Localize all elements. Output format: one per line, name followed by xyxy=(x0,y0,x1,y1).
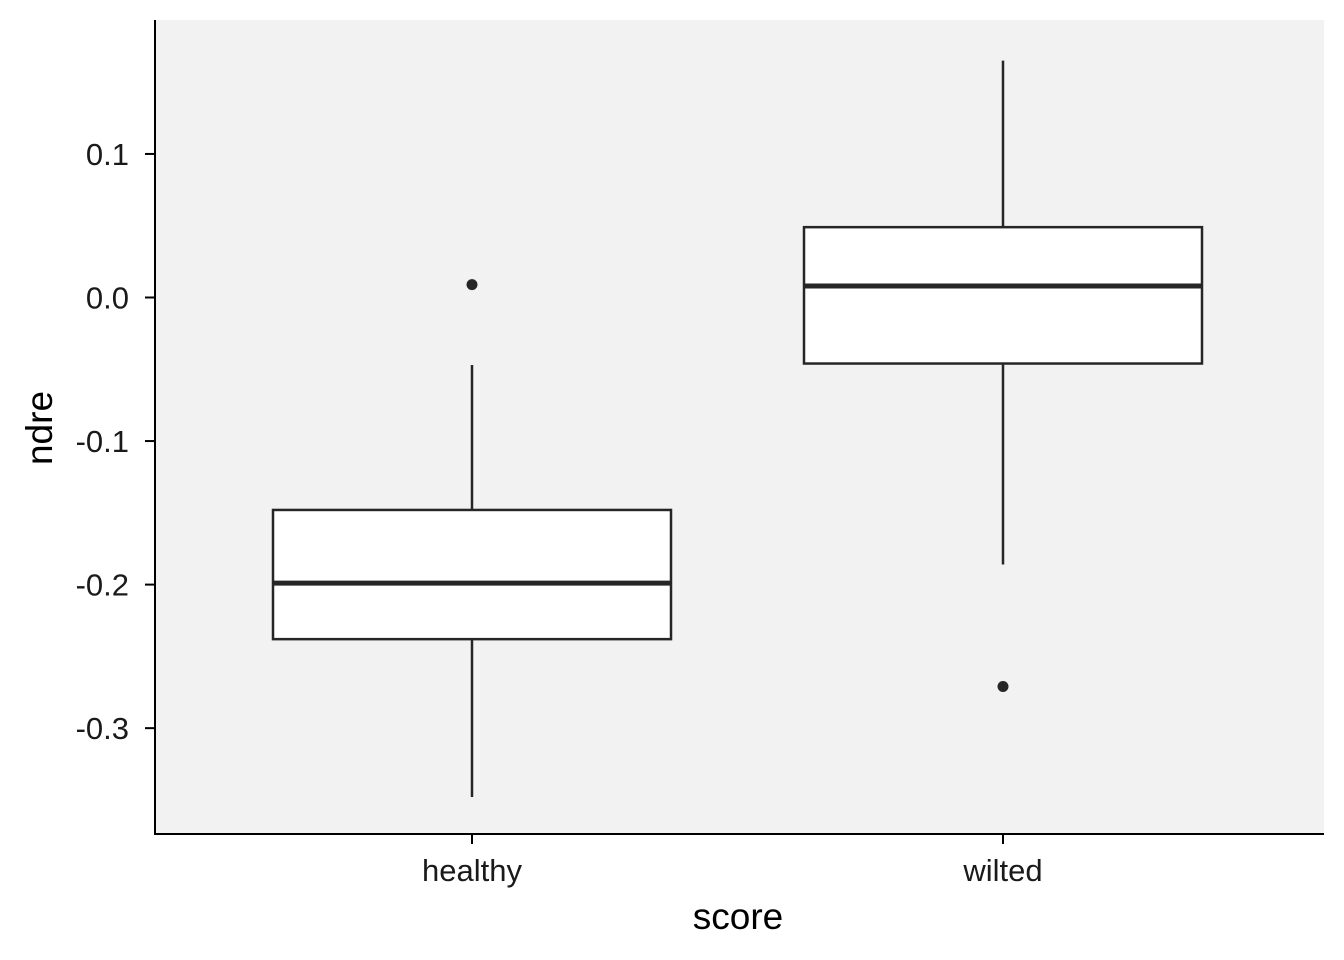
y-tick-label: 0.0 xyxy=(86,281,129,316)
healthy-box xyxy=(271,508,673,641)
y-tick-label: -0.2 xyxy=(76,568,129,603)
y-tick-label: -0.1 xyxy=(76,424,129,459)
box-marks xyxy=(271,60,1204,798)
y-tick-label: -0.3 xyxy=(76,711,129,746)
wilted-box xyxy=(802,225,1204,365)
x-tick-label: healthy xyxy=(422,853,522,888)
wilted-outlier-point xyxy=(997,681,1009,693)
plot-panel xyxy=(155,20,1324,834)
x-axis-title: score xyxy=(693,896,783,937)
y-tick-label: 0.1 xyxy=(86,137,129,172)
healthy-outlier-point xyxy=(466,279,478,291)
y-axis-title: ndre xyxy=(19,391,60,465)
x-tick-label: wilted xyxy=(962,853,1042,888)
y-axis-ticks: 0.1 0.0 -0.1 -0.2 -0.3 xyxy=(76,137,155,746)
x-axis-ticks: healthy wilted xyxy=(422,834,1043,888)
